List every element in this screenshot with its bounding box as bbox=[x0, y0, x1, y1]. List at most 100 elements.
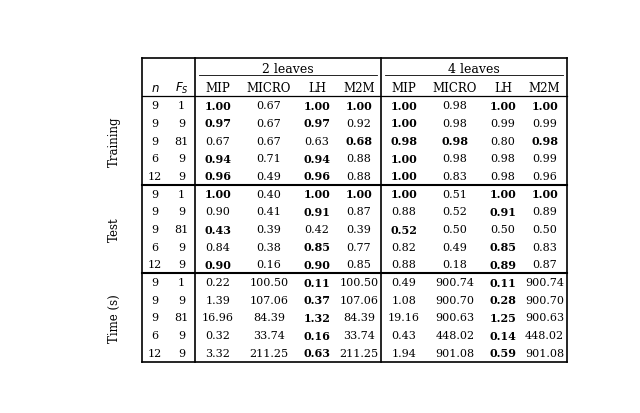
Text: 1.00: 1.00 bbox=[303, 189, 330, 199]
Text: 1: 1 bbox=[178, 189, 185, 199]
Text: 1.94: 1.94 bbox=[391, 348, 416, 358]
Text: 9: 9 bbox=[178, 119, 185, 128]
Text: 100.50: 100.50 bbox=[339, 278, 378, 287]
Text: 1.00: 1.00 bbox=[390, 189, 417, 199]
Text: 0.11: 0.11 bbox=[490, 277, 516, 288]
Text: 0.37: 0.37 bbox=[303, 294, 330, 306]
Text: 0.63: 0.63 bbox=[305, 136, 330, 146]
Text: 0.67: 0.67 bbox=[257, 101, 282, 111]
Text: 0.88: 0.88 bbox=[391, 207, 416, 217]
Text: 0.98: 0.98 bbox=[442, 136, 468, 147]
Text: 0.39: 0.39 bbox=[346, 224, 371, 235]
Text: 9: 9 bbox=[178, 295, 185, 305]
Text: 900.70: 900.70 bbox=[435, 295, 474, 305]
Text: 9: 9 bbox=[152, 136, 159, 146]
Text: 1.00: 1.00 bbox=[346, 189, 372, 199]
Text: 0.52: 0.52 bbox=[442, 207, 467, 217]
Text: M2M: M2M bbox=[343, 82, 374, 95]
Text: 0.90: 0.90 bbox=[303, 259, 330, 270]
Text: 448.02: 448.02 bbox=[435, 330, 474, 340]
Text: 900.74: 900.74 bbox=[435, 278, 474, 287]
Text: 0.67: 0.67 bbox=[205, 136, 230, 146]
Text: 1.25: 1.25 bbox=[490, 312, 516, 323]
Text: 1.08: 1.08 bbox=[391, 295, 416, 305]
Text: 0.38: 0.38 bbox=[257, 242, 282, 252]
Text: 0.50: 0.50 bbox=[442, 224, 467, 235]
Text: 901.08: 901.08 bbox=[435, 348, 474, 358]
Text: 0.67: 0.67 bbox=[257, 136, 282, 146]
Text: MICRO: MICRO bbox=[247, 82, 291, 95]
Text: M2M: M2M bbox=[529, 82, 561, 95]
Text: 0.85: 0.85 bbox=[303, 242, 330, 253]
Text: 9: 9 bbox=[152, 189, 159, 199]
Text: 0.22: 0.22 bbox=[205, 278, 230, 287]
Text: $F_S$: $F_S$ bbox=[175, 81, 189, 96]
Text: 0.89: 0.89 bbox=[490, 259, 516, 270]
Text: 81: 81 bbox=[175, 313, 189, 323]
Text: 16.96: 16.96 bbox=[202, 313, 234, 323]
Text: 0.49: 0.49 bbox=[442, 242, 467, 252]
Text: 0.92: 0.92 bbox=[346, 119, 371, 128]
Text: 0.83: 0.83 bbox=[532, 242, 557, 252]
Text: 0.99: 0.99 bbox=[532, 154, 557, 164]
Text: 1.00: 1.00 bbox=[346, 100, 372, 112]
Text: 900.74: 900.74 bbox=[525, 278, 564, 287]
Text: 0.84: 0.84 bbox=[205, 242, 230, 252]
Text: 0.67: 0.67 bbox=[257, 119, 282, 128]
Text: 0.41: 0.41 bbox=[257, 207, 282, 217]
Text: 6: 6 bbox=[152, 154, 159, 164]
Text: 12: 12 bbox=[148, 260, 162, 270]
Text: Training: Training bbox=[108, 116, 121, 166]
Text: 0.96: 0.96 bbox=[303, 171, 330, 182]
Text: 1.39: 1.39 bbox=[205, 295, 230, 305]
Text: 0.11: 0.11 bbox=[303, 277, 330, 288]
Text: MICRO: MICRO bbox=[433, 82, 477, 95]
Text: 0.99: 0.99 bbox=[490, 119, 515, 128]
Text: MIP: MIP bbox=[205, 82, 230, 95]
Text: 0.42: 0.42 bbox=[305, 224, 330, 235]
Text: 0.87: 0.87 bbox=[346, 207, 371, 217]
Text: 0.99: 0.99 bbox=[532, 119, 557, 128]
Text: 6: 6 bbox=[152, 242, 159, 252]
Text: 0.43: 0.43 bbox=[391, 330, 416, 340]
Text: 0.89: 0.89 bbox=[532, 207, 557, 217]
Text: 0.49: 0.49 bbox=[257, 171, 282, 181]
Text: 0.91: 0.91 bbox=[303, 206, 330, 217]
Text: 6: 6 bbox=[152, 330, 159, 340]
Text: 0.71: 0.71 bbox=[257, 154, 282, 164]
Text: 0.51: 0.51 bbox=[442, 189, 467, 199]
Text: 0.98: 0.98 bbox=[531, 136, 558, 147]
Text: 3.32: 3.32 bbox=[205, 348, 230, 358]
Text: 0.94: 0.94 bbox=[303, 153, 330, 164]
Text: 9: 9 bbox=[152, 278, 159, 287]
Text: 0.97: 0.97 bbox=[303, 118, 330, 129]
Text: LH: LH bbox=[308, 82, 326, 95]
Text: 0.98: 0.98 bbox=[490, 171, 515, 181]
Text: MIP: MIP bbox=[391, 82, 416, 95]
Text: 0.91: 0.91 bbox=[490, 206, 516, 217]
Text: 0.94: 0.94 bbox=[204, 153, 231, 164]
Text: 0.18: 0.18 bbox=[442, 260, 467, 270]
Text: 900.70: 900.70 bbox=[525, 295, 564, 305]
Text: 0.97: 0.97 bbox=[204, 118, 231, 129]
Text: 901.08: 901.08 bbox=[525, 348, 564, 358]
Text: 81: 81 bbox=[175, 136, 189, 146]
Text: 0.49: 0.49 bbox=[391, 278, 416, 287]
Text: 0.32: 0.32 bbox=[205, 330, 230, 340]
Text: 1.00: 1.00 bbox=[531, 100, 558, 112]
Text: 0.90: 0.90 bbox=[205, 207, 230, 217]
Text: 9: 9 bbox=[178, 171, 185, 181]
Text: 0.59: 0.59 bbox=[490, 347, 516, 358]
Text: 9: 9 bbox=[178, 348, 185, 358]
Text: 0.98: 0.98 bbox=[442, 154, 467, 164]
Text: Time (s): Time (s) bbox=[108, 293, 121, 342]
Text: 19.16: 19.16 bbox=[388, 313, 420, 323]
Text: 81: 81 bbox=[175, 224, 189, 235]
Text: 211.25: 211.25 bbox=[250, 348, 289, 358]
Text: 1.00: 1.00 bbox=[204, 100, 231, 112]
Text: 9: 9 bbox=[178, 260, 185, 270]
Text: 12: 12 bbox=[148, 348, 162, 358]
Text: 100.50: 100.50 bbox=[250, 278, 289, 287]
Text: 0.90: 0.90 bbox=[204, 259, 231, 270]
Text: 9: 9 bbox=[152, 101, 159, 111]
